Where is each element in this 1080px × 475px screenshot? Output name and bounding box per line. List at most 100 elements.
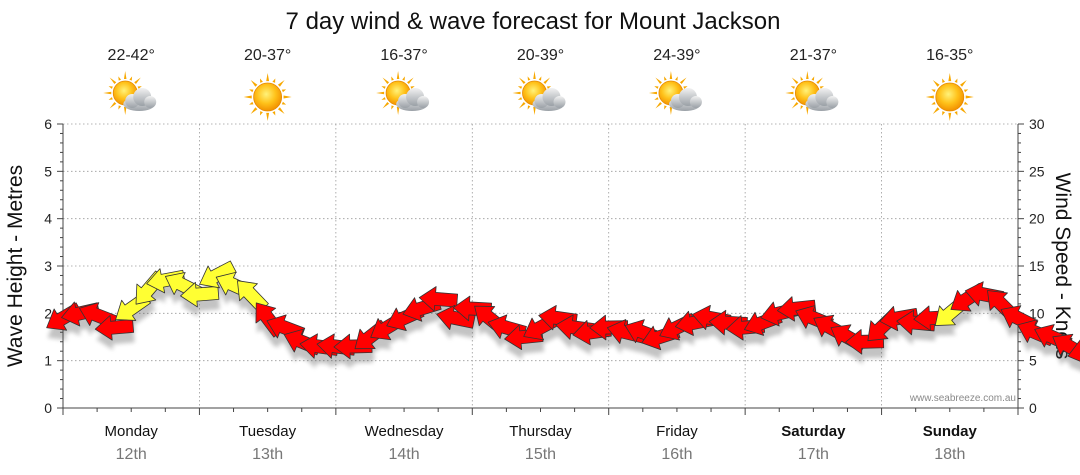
- sun-ray: [965, 95, 974, 99]
- sun-ray: [669, 106, 673, 115]
- sun-ray: [266, 73, 270, 82]
- right-tick-label: 15: [1029, 258, 1045, 274]
- left-tick-label: 0: [44, 400, 52, 416]
- day-name-label: Thursday: [509, 423, 572, 440]
- sun-ray: [512, 91, 521, 95]
- credit-text: www.seabreeze.com.au: [909, 393, 1016, 404]
- sun-ray: [396, 106, 400, 115]
- sun-ray: [407, 77, 414, 85]
- wind-arrow: [1067, 339, 1080, 365]
- temperature-range: 16-37°: [380, 47, 427, 64]
- partly-cloudy-icon: [103, 71, 157, 115]
- sun-ray: [129, 76, 133, 81]
- sun-ray: [277, 80, 285, 87]
- sun-ray: [819, 86, 824, 89]
- sun-ray: [391, 76, 394, 81]
- sun-ray: [381, 86, 386, 89]
- sun-ray: [249, 101, 254, 105]
- sun-ray: [791, 77, 799, 85]
- sun-ray: [391, 105, 394, 110]
- sun-ray: [800, 105, 804, 110]
- sun-ray: [118, 105, 122, 110]
- sun-ray: [272, 111, 276, 116]
- sun-ray: [790, 86, 795, 89]
- sun-ray: [103, 91, 112, 95]
- right-tick-label: 20: [1029, 211, 1045, 227]
- sun-ray: [806, 106, 809, 115]
- sun-ray: [137, 86, 142, 89]
- left-tick-label: 2: [44, 305, 52, 321]
- sun-ray: [932, 80, 940, 87]
- right-tick-label: 0: [1029, 400, 1037, 416]
- sun-ray: [942, 111, 946, 116]
- wind-arrows: [46, 260, 1080, 365]
- sun-ray: [118, 76, 122, 81]
- partly-cloudy-icon: [512, 71, 566, 115]
- sun-ray: [250, 107, 258, 114]
- sun-ray: [954, 111, 958, 116]
- sun-ray: [543, 77, 551, 85]
- sun-ray: [800, 76, 804, 81]
- left-tick-label: 4: [44, 211, 52, 227]
- sun-ray: [533, 71, 536, 80]
- sun-ray: [963, 101, 969, 105]
- sunny-icon: [243, 73, 292, 121]
- left-axis-label: Wave Height - Metres: [4, 165, 27, 367]
- sun-ray: [123, 71, 127, 80]
- temperature-range: 24-39°: [653, 47, 700, 64]
- wind-arrow: [879, 306, 919, 332]
- sun-ray: [283, 95, 292, 99]
- sun-ray: [527, 105, 531, 110]
- partly-cloudy-icon: [785, 71, 839, 115]
- day-date-label: 12th: [116, 446, 147, 463]
- sun-ray: [376, 91, 385, 95]
- wind-arrow: [777, 296, 817, 322]
- sun-disc: [935, 82, 965, 112]
- partly-cloudy-icon: [648, 71, 702, 115]
- sun-ray: [533, 106, 536, 115]
- sun-ray: [811, 76, 815, 81]
- sun-ray: [259, 78, 263, 83]
- sun-ray: [402, 76, 405, 81]
- sun-ray: [109, 77, 117, 85]
- sun-ray: [249, 89, 254, 93]
- sun-ray: [396, 71, 400, 80]
- sun-ray: [250, 80, 258, 87]
- day-name-label: Sunday: [923, 423, 978, 440]
- sun-ray: [960, 107, 967, 114]
- sunny-icon: [925, 73, 974, 121]
- chart-grid: [63, 123, 1018, 408]
- sun-ray: [648, 91, 657, 95]
- sun-ray: [518, 101, 526, 109]
- left-tick-label: 5: [44, 163, 52, 179]
- sun-ray: [954, 78, 958, 83]
- sun-ray: [134, 77, 141, 85]
- day-name-label: Wednesday: [365, 423, 444, 440]
- right-tick-label: 10: [1029, 305, 1045, 321]
- left-tick-label: 3: [44, 258, 52, 274]
- sun-ray: [259, 111, 263, 116]
- sun-ray: [948, 73, 952, 82]
- day-name-label: Monday: [105, 423, 159, 440]
- sun-ray: [948, 112, 952, 121]
- sun-ray: [931, 89, 936, 93]
- sun-ray: [517, 86, 523, 89]
- sun-ray: [655, 77, 662, 85]
- partly-cloudy-icon: [376, 71, 430, 115]
- day-date-label: 17th: [798, 446, 829, 463]
- day-name-label: Friday: [656, 423, 698, 440]
- sun-ray: [243, 95, 252, 99]
- sun-ray: [925, 95, 934, 99]
- temperature-range: 16-35°: [926, 47, 973, 64]
- sun-ray: [931, 101, 936, 105]
- right-tick-label: 5: [1029, 353, 1037, 369]
- sun-ray: [806, 71, 809, 80]
- sun-ray: [266, 112, 270, 121]
- right-tick-label: 25: [1029, 163, 1045, 179]
- wind-arrow: [418, 286, 459, 312]
- sun-disc: [253, 82, 283, 112]
- sun-ray: [272, 78, 276, 83]
- day-date-label: 16th: [661, 446, 692, 463]
- sun-ray: [942, 78, 946, 83]
- sun-ray: [108, 86, 113, 89]
